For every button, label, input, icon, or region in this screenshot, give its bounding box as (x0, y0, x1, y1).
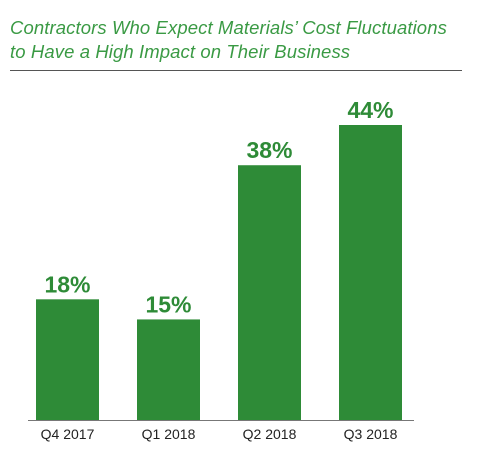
bar-value-label: 38% (246, 137, 292, 163)
x-tick-label: Q1 2018 (142, 426, 196, 442)
chart-title-line-2: to Have a High Impact on Their Business (10, 41, 351, 62)
chart-title-line-1: Contractors Who Expect Materials’ Cost F… (10, 17, 447, 38)
bar-value-label: 18% (44, 271, 90, 297)
bar-q2-2018 (238, 165, 301, 420)
x-tick-label: Q3 2018 (344, 426, 398, 442)
x-tick-label: Q2 2018 (243, 426, 297, 442)
title-divider (10, 70, 462, 71)
x-tick-label: Q4 2017 (41, 426, 95, 442)
bar-q4-2017 (36, 299, 99, 420)
bar-q3-2018 (339, 125, 402, 420)
bar-value-label: 15% (145, 291, 191, 317)
bar-value-label: 44% (347, 97, 393, 123)
chart-title: Contractors Who Expect Materials’ Cost F… (10, 16, 470, 64)
bar-q1-2018 (137, 319, 200, 420)
